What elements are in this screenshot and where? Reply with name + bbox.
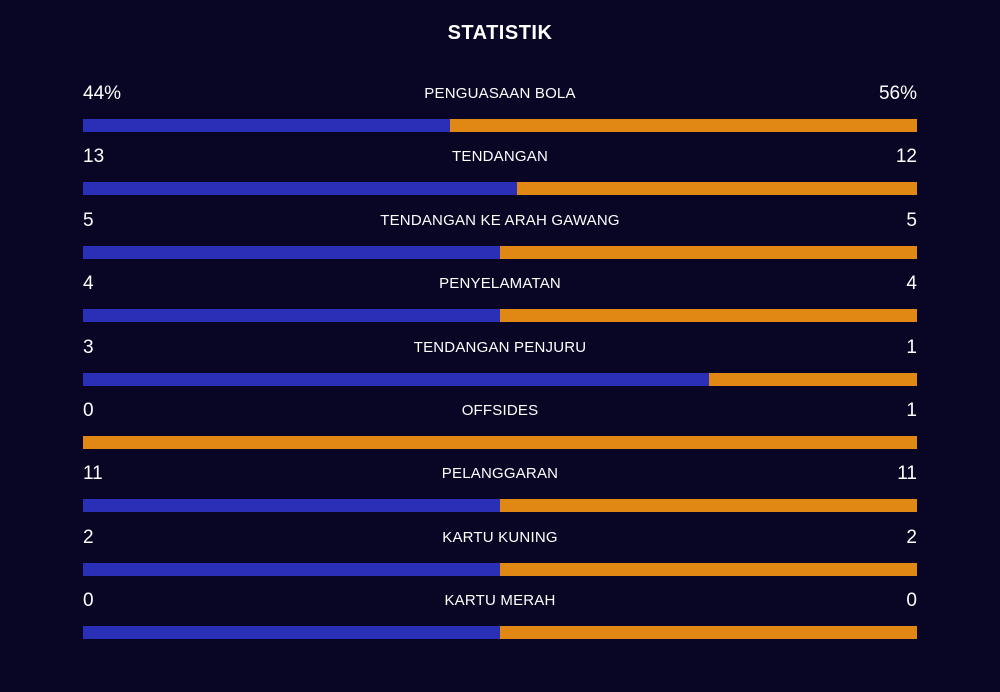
away-value: 0 [906,590,917,612]
away-bar-segment [500,499,917,513]
comparison-bar [83,499,917,513]
home-value: 44% [83,83,122,104]
away-bar-segment [708,372,917,386]
home-bar-segment [83,245,500,259]
home-value: 3 [83,336,94,358]
comparison-bar [83,562,917,576]
home-bar-segment [83,309,500,323]
stat-row-possession: 44% PENGUASAAN BOLA 56% [83,80,917,143]
comparison-bar [83,309,917,323]
away-bar-segment [516,182,917,196]
away-value: 4 [906,273,917,295]
home-bar-segment [83,372,709,386]
away-value: 2 [906,526,917,548]
stat-label: TENDANGAN KE ARAH GAWANG [380,211,620,229]
comparison-bar [83,119,917,132]
comparison-bar [83,626,917,640]
stat-label: OFFSIDES [461,401,539,419]
stat-row-red-cards: 0 KARTU MERAH 0 [83,587,917,650]
stat-row-shots-on-target: 5 TENDANGAN KE ARAH GAWANG 5 [83,207,917,270]
statistics-list: 44% PENGUASAAN BOLA 56% 13 TENDANGAN 12 … [83,80,917,651]
home-bar-segment [83,182,517,196]
home-value: 13 [83,146,105,168]
stat-label: TENDANGAN [452,148,548,166]
comparison-bar [83,372,917,386]
away-bar-segment [500,626,917,640]
home-bar-segment [83,499,500,513]
stat-label: PELANGGARAN [441,465,559,483]
away-value: 1 [906,336,917,358]
away-value: 11 [897,463,917,485]
stat-row-offsides: 0 OFFSIDES 1 [83,397,917,460]
comparison-bar [83,245,917,259]
home-bar-segment [83,119,450,132]
away-bar-segment [500,245,917,259]
stat-row-shots: 13 TENDANGAN 12 [83,143,917,206]
home-value: 4 [83,273,94,295]
stat-label: KARTU MERAH [444,592,556,610]
home-value: 11 [83,463,103,485]
away-bar-segment [83,435,917,449]
home-value: 5 [83,209,94,231]
stat-row-saves: 4 PENYELAMATAN 4 [83,270,917,333]
stat-label: PENGUASAAN BOLA [424,85,576,102]
home-value: 2 [83,526,94,548]
stat-row-yellow-cards: 2 KARTU KUNING 2 [83,524,917,587]
home-bar-segment [83,562,500,576]
stat-row-corners: 3 TENDANGAN PENJURU 1 [83,334,917,397]
away-value: 5 [906,209,917,231]
stat-row-fouls: 11 PELANGGARAN 11 [83,460,917,523]
home-bar-segment [83,626,500,640]
stat-label: KARTU KUNING [442,528,558,546]
away-value: 56% [878,83,917,104]
home-value: 0 [83,590,94,612]
home-value: 0 [83,399,94,421]
stat-label: PENYELAMATAN [439,275,561,293]
comparison-bar [83,182,917,196]
stat-label: TENDANGAN PENJURU [413,338,587,356]
away-value: 1 [906,399,917,421]
statistics-title: STATISTIK [447,22,553,44]
away-bar-segment [449,119,917,132]
away-value: 12 [895,146,917,168]
comparison-bar [83,435,917,449]
away-bar-segment [500,309,917,323]
away-bar-segment [500,562,917,576]
